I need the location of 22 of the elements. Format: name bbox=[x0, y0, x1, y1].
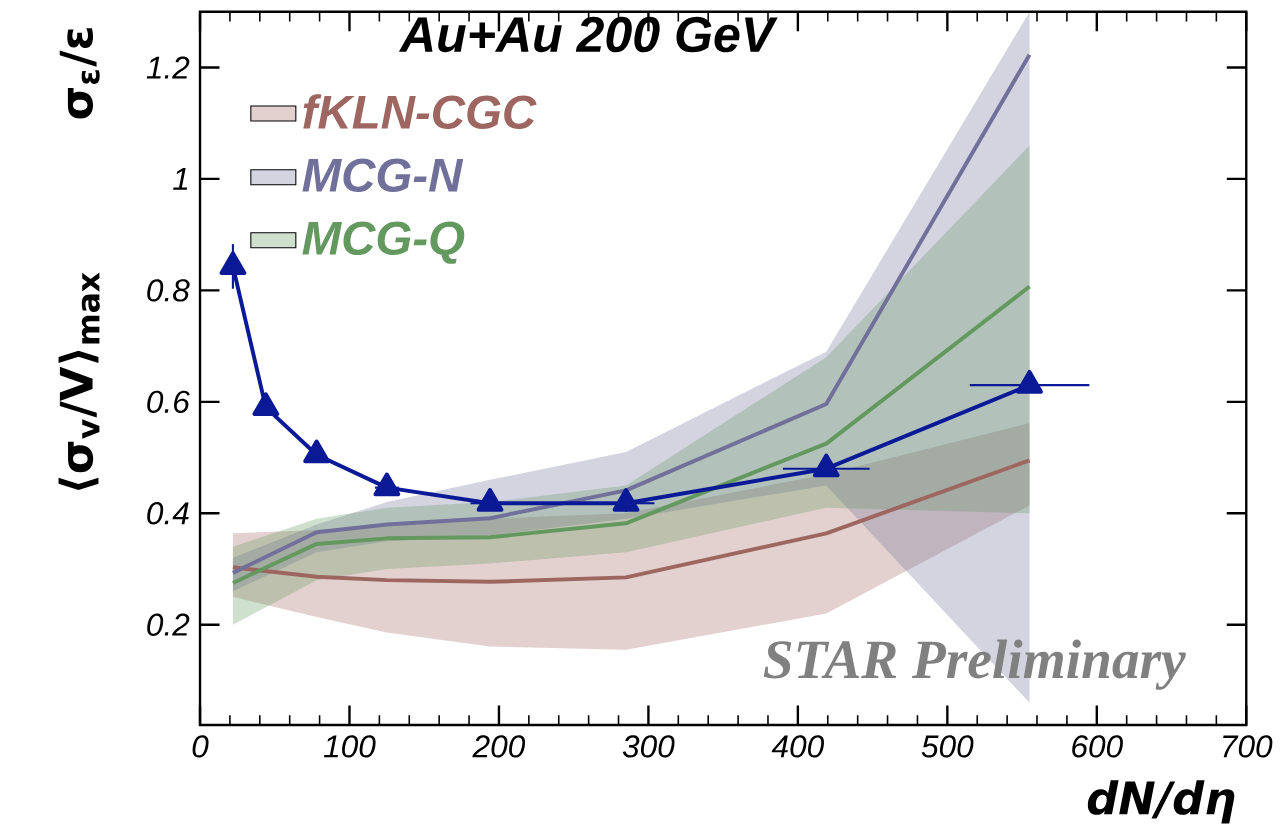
y-tick-label: 0.6 bbox=[147, 390, 190, 413]
y-tick-label: 1 bbox=[173, 168, 188, 190]
x-tick-label: 300 bbox=[622, 735, 675, 758]
legend-label: MCG-N bbox=[302, 158, 464, 193]
x-tick-label: 600 bbox=[1072, 735, 1123, 758]
y-tick-label: 0.2 bbox=[147, 613, 190, 636]
chart-title: Au+Au 200 GeV bbox=[398, 16, 778, 53]
y-tick-label: 1.2 bbox=[146, 56, 190, 79]
text: σ$_{ε}$/ε bbox=[59, 28, 100, 119]
y-axis-title: ⟨σ$_{v}$/V⟩$_{max}$ bbox=[58, 272, 100, 490]
y-tick-label: 0.4 bbox=[147, 502, 189, 525]
legend-label: MCG-Q bbox=[302, 221, 465, 264]
x-tick-label: 500 bbox=[921, 735, 974, 758]
x-tick-label: 0 bbox=[192, 735, 209, 758]
x-tick-label: 200 bbox=[472, 735, 526, 758]
annotation: STAR Preliminary bbox=[763, 639, 1186, 690]
legend-label: fKLN-CGC bbox=[303, 94, 537, 130]
x-tick-label: 700 bbox=[1223, 735, 1273, 758]
x-tick-label: 100 bbox=[323, 735, 376, 758]
x-axis-title: dN/dη bbox=[1087, 780, 1235, 824]
x-tick-label: 400 bbox=[771, 735, 824, 758]
y-tick-label: 0.8 bbox=[147, 279, 190, 302]
